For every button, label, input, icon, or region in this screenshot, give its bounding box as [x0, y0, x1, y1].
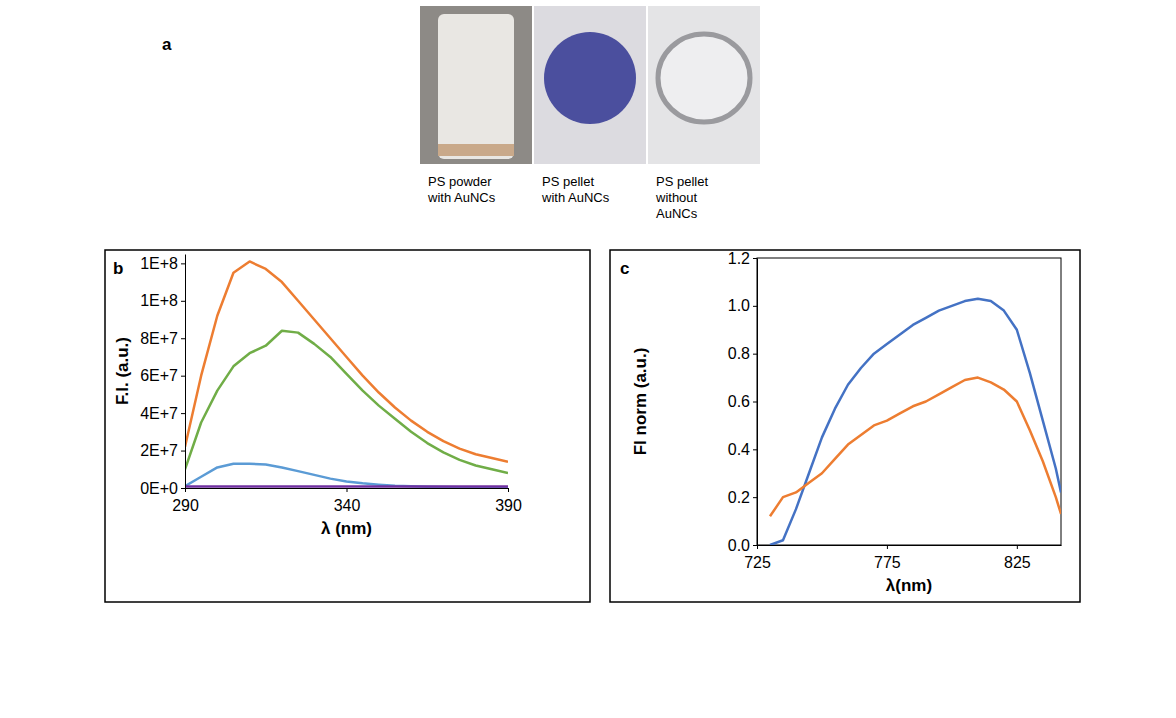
x-tick-label: 775	[874, 554, 901, 571]
y-tick-mark	[181, 451, 185, 452]
blue-pellet	[544, 32, 636, 124]
photo-bg	[420, 6, 532, 164]
photo-bg	[648, 6, 760, 164]
y-tick-label: 0.8	[728, 345, 750, 362]
y-axis-line	[757, 259, 758, 546]
y-tick-label: 8E+7	[140, 330, 178, 347]
x-tick-mark	[1017, 545, 1018, 549]
y-axis: 0E+0 2E+7 4E+7 6E+7 8E+7 1E+8 1E+8	[140, 255, 185, 497]
x-tick-label: 825	[1004, 554, 1031, 571]
x-axis-line	[758, 545, 1062, 546]
y-tick: 0.4	[728, 441, 757, 458]
y-tick: 1E+8	[140, 255, 185, 272]
x-tick: 340	[334, 488, 361, 514]
photo-caption: PS pelletwith AuNCs	[541, 174, 610, 205]
x-tick-label: 725	[744, 554, 771, 571]
y-tick-mark	[181, 376, 185, 377]
y-tick: 0.6	[728, 393, 757, 410]
clear-pellet	[658, 34, 750, 122]
lines	[770, 299, 1061, 545]
y-tick: 2E+7	[140, 442, 185, 459]
series-line	[770, 378, 1061, 517]
series-line	[185, 261, 508, 461]
panel-a: a PS powderwith AuNCs PS pelletwith AuNCs P…	[162, 6, 760, 221]
photo-caption: PS pelletwithoutAuNCs	[655, 174, 708, 221]
y-tick: 0E+0	[140, 480, 185, 497]
panel-c: 725 775 825 0.0 0.2 0.4 0.6 0.8 1.0 1.2 λ(nm) FI no…	[610, 250, 1080, 602]
panel-letter: a	[162, 35, 172, 54]
y-tick-mark	[181, 301, 185, 302]
y-tick: 0.8	[728, 345, 757, 362]
y-tick-label: 0.2	[728, 489, 750, 506]
y-tick-label: 0.0	[728, 537, 750, 554]
panel-box	[610, 250, 1080, 602]
y-tick-label: 2E+7	[140, 442, 178, 459]
y-tick-label: 6E+7	[140, 367, 178, 384]
y-tick-label: 0.6	[728, 393, 750, 410]
panel-b: 290 340 390 0E+0 2E+7 4E+7 6E+7 8E+7 1E+8 1E+8 λ (…	[105, 250, 590, 602]
y-axis-title: FI norm (a.u.)	[631, 348, 650, 456]
y-tick-mark	[181, 413, 185, 414]
y-tick-mark	[753, 402, 757, 403]
x-axis-title: λ(nm)	[886, 576, 932, 595]
x-tick-mark	[757, 545, 758, 549]
photo-caption: PS powderwith AuNCs	[427, 174, 496, 205]
lines	[185, 261, 508, 487]
x-tick-mark	[185, 488, 186, 492]
y-tick: 1.0	[728, 297, 757, 314]
y-tick-label: 0.4	[728, 441, 750, 458]
series-line	[185, 331, 508, 473]
vial-base	[438, 144, 514, 156]
panel-letter: c	[620, 259, 629, 278]
x-tick-mark	[347, 488, 348, 492]
y-axis-title: F.I. (a.u.)	[113, 337, 132, 405]
figure: a PS powderwith AuNCs PS pelletwith AuNCs P…	[0, 0, 1176, 718]
y-tick-label: 1E+8	[140, 255, 178, 272]
y-tick-mark	[181, 263, 185, 264]
y-tick-label: 4E+7	[140, 405, 178, 422]
series-line	[185, 485, 508, 488]
y-tick-mark	[753, 354, 757, 355]
y-tick-mark	[181, 488, 185, 489]
x-tick-label: 290	[172, 497, 199, 514]
y-tick-label: 0E+0	[140, 480, 178, 497]
y-tick-mark	[753, 497, 757, 498]
y-tick-mark	[753, 306, 757, 307]
y-tick: 1E+8	[140, 292, 185, 309]
y-axis-line	[185, 255, 186, 489]
x-tick-mark	[508, 488, 509, 492]
y-axis: 0.0 0.2 0.4 0.6 0.8 1.0 1.2	[728, 250, 758, 554]
y-tick: 4E+7	[140, 405, 185, 422]
y-tick-label: 1.0	[728, 297, 750, 314]
y-tick-mark	[753, 449, 757, 450]
x-tick: 775	[874, 545, 901, 571]
x-axis: 290 340 390	[172, 488, 522, 514]
y-tick-mark	[753, 545, 757, 546]
photo-bg	[534, 6, 646, 164]
x-tick-mark	[887, 545, 888, 549]
vial	[438, 14, 514, 159]
y-tick-mark	[753, 258, 757, 259]
x-tick-label: 340	[334, 497, 361, 514]
plot-frame	[757, 258, 1061, 545]
series-line	[185, 464, 508, 488]
panel-box	[105, 250, 590, 602]
y-tick: 1.2	[728, 250, 757, 267]
x-tick-label: 390	[495, 497, 522, 514]
x-axis-title: λ (nm)	[321, 519, 372, 538]
x-tick: 825	[1004, 545, 1031, 571]
y-tick: 0.0	[728, 537, 757, 554]
y-tick-label: 1E+8	[140, 292, 178, 309]
y-tick: 0.2	[728, 489, 757, 506]
x-tick: 390	[495, 488, 522, 514]
y-tick-label: 1.2	[728, 250, 750, 267]
x-axis: 725 775 825	[744, 545, 1061, 571]
series-line	[770, 299, 1061, 545]
y-tick: 8E+7	[140, 330, 185, 347]
y-tick-mark	[181, 338, 185, 339]
y-tick: 6E+7	[140, 367, 185, 384]
panel-letter: b	[113, 259, 123, 278]
